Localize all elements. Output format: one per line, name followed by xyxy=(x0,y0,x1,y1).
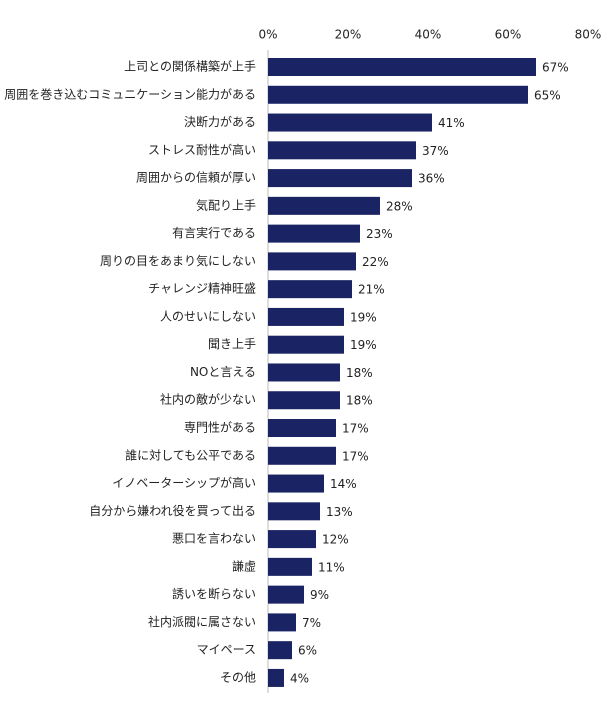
bar xyxy=(268,419,336,438)
y-tick-label: 社内派閥に属さない xyxy=(148,614,256,629)
y-tick-label: その他 xyxy=(220,670,256,684)
value-label: 23% xyxy=(366,227,393,241)
value-label: 4% xyxy=(290,671,309,685)
y-tick-label: 聞き上手 xyxy=(208,337,256,351)
y-tick-label: 社内の敵が少ない xyxy=(160,392,256,407)
bar xyxy=(268,641,292,660)
bar xyxy=(268,169,412,188)
y-tick-label: 周囲を巻き込むコミュニケーション能力がある xyxy=(4,86,256,101)
value-label: 7% xyxy=(302,616,321,630)
x-tick-label: 80% xyxy=(575,28,602,42)
bar xyxy=(268,585,304,604)
x-tick-label: 40% xyxy=(415,28,442,42)
y-tick-label: 誘いを断らない xyxy=(172,586,256,601)
value-label: 19% xyxy=(350,310,377,324)
y-tick-label: 謙虚 xyxy=(232,559,256,573)
y-tick-label: 悪口を言わない xyxy=(172,532,256,546)
bar xyxy=(268,363,340,382)
y-tick-label: 誰に対しても公平である xyxy=(125,447,256,462)
y-tick-label: 有言実行である xyxy=(172,225,256,240)
y-tick-label: イノベーターシップが高い xyxy=(112,475,256,490)
value-label: 22% xyxy=(362,255,389,269)
value-label: 67% xyxy=(542,61,569,75)
bar xyxy=(268,224,360,243)
value-label: 18% xyxy=(346,366,373,380)
bar xyxy=(268,391,340,410)
bar xyxy=(268,252,356,271)
value-label: 21% xyxy=(358,283,385,297)
value-label: 65% xyxy=(534,88,561,102)
bar xyxy=(268,85,528,104)
value-label: 17% xyxy=(342,422,369,436)
y-tick-label: 決断力がある xyxy=(184,114,256,129)
x-tick-label: 20% xyxy=(335,28,362,42)
bar xyxy=(268,446,336,465)
bar xyxy=(268,113,432,132)
bar xyxy=(268,58,536,76)
value-label: 14% xyxy=(330,477,357,491)
value-label: 6% xyxy=(298,644,317,658)
y-tick-label: 自分から嫌われ役を買って出る xyxy=(89,503,256,518)
y-tick-label: 人のせいにしない xyxy=(160,309,256,323)
value-label: 17% xyxy=(342,449,369,463)
bar xyxy=(268,307,344,326)
y-tick-label: ストレス耐性が高い xyxy=(148,142,256,157)
value-label: 13% xyxy=(326,505,353,519)
value-label: 36% xyxy=(418,172,445,186)
x-tick-label: 0% xyxy=(258,28,277,42)
bar xyxy=(268,502,320,521)
value-label: 41% xyxy=(438,116,465,130)
value-label: 19% xyxy=(350,338,377,352)
bar xyxy=(268,668,284,687)
bar xyxy=(268,613,296,632)
bar xyxy=(268,474,324,493)
value-label: 12% xyxy=(322,533,349,547)
bar xyxy=(268,196,380,215)
y-tick-label: マイペース xyxy=(197,643,256,657)
value-label: 11% xyxy=(318,560,345,574)
bar xyxy=(268,530,316,549)
y-tick-label: 上司との関係構築が上手 xyxy=(124,59,256,74)
y-tick-label: 周りの目をあまり気にしない xyxy=(100,253,256,268)
value-label: 18% xyxy=(346,394,373,408)
y-tick-label: 専門性がある xyxy=(184,420,256,435)
value-label: 9% xyxy=(310,588,329,602)
value-label: 37% xyxy=(422,144,449,158)
y-tick-label: NOと言える xyxy=(190,365,256,379)
bar xyxy=(268,141,416,160)
y-tick-label: 気配り上手 xyxy=(196,197,256,212)
value-label: 28% xyxy=(386,199,413,213)
x-tick-label: 60% xyxy=(495,28,522,42)
y-tick-label: チャレンジ精神旺盛 xyxy=(148,281,256,296)
y-tick-label: 周囲からの信頼が厚い xyxy=(136,170,256,185)
bar xyxy=(268,280,352,299)
bar xyxy=(268,335,344,354)
bar xyxy=(268,557,312,576)
